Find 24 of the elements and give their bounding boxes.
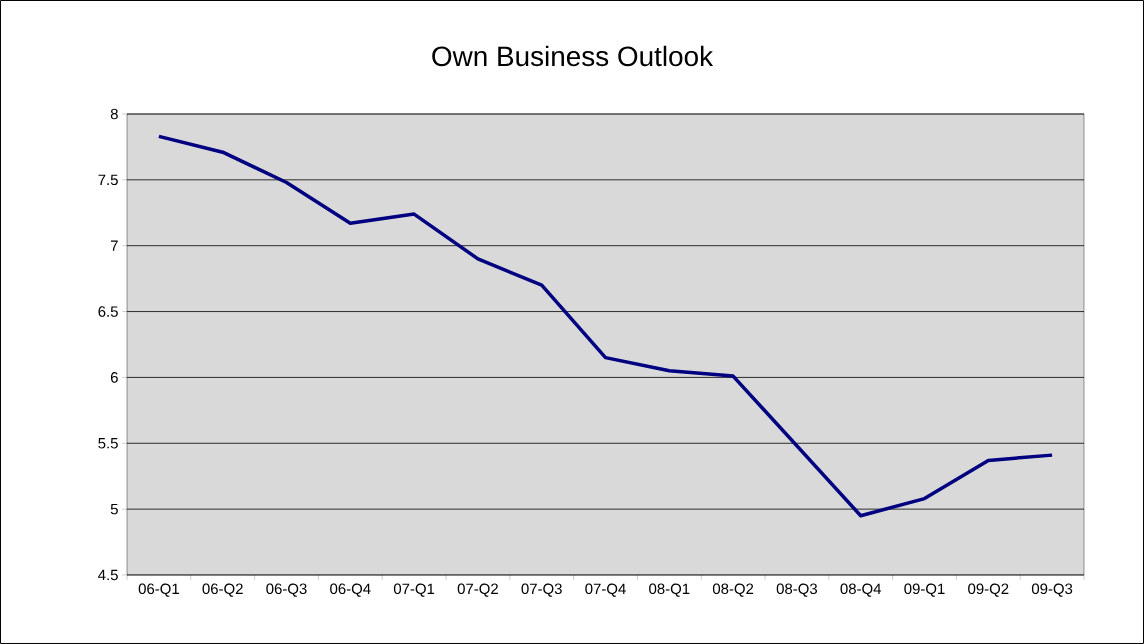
x-tick-label: 06-Q1 (138, 583, 179, 597)
x-tick-label: 06-Q2 (202, 583, 243, 597)
y-tick-label: 5.5 (98, 438, 118, 449)
y-tick-label: 7 (110, 240, 118, 251)
x-tick-label: 06-Q3 (266, 583, 307, 597)
x-tick-label: 08-Q1 (649, 583, 690, 597)
x-tick-label: 07-Q2 (457, 583, 498, 597)
x-tick-label: 09-Q3 (1031, 583, 1073, 597)
x-tick-label: 07-Q4 (585, 583, 626, 597)
y-tick-label: 6 (110, 372, 118, 383)
x-tick-label: 08-Q3 (776, 583, 818, 597)
x-tick-label: 09-Q1 (904, 583, 945, 597)
x-tick-label: 07-Q3 (521, 583, 562, 597)
y-tick-label: 8 (110, 108, 118, 120)
x-tick-label: 08-Q4 (840, 583, 882, 597)
y-tick-label: 5 (110, 503, 118, 515)
y-tick-label: 7.5 (98, 174, 118, 186)
x-tick-label: 06-Q4 (330, 583, 371, 597)
y-tick-label: 4.5 (98, 569, 118, 581)
chart-title: Own Business Outlook (432, 45, 714, 67)
x-tick-label: 08-Q2 (712, 583, 754, 597)
y-tick-label: 6.5 (98, 306, 118, 317)
x-tick-label: 07-Q1 (393, 583, 435, 597)
x-tick-label: 09-Q2 (968, 583, 1009, 597)
